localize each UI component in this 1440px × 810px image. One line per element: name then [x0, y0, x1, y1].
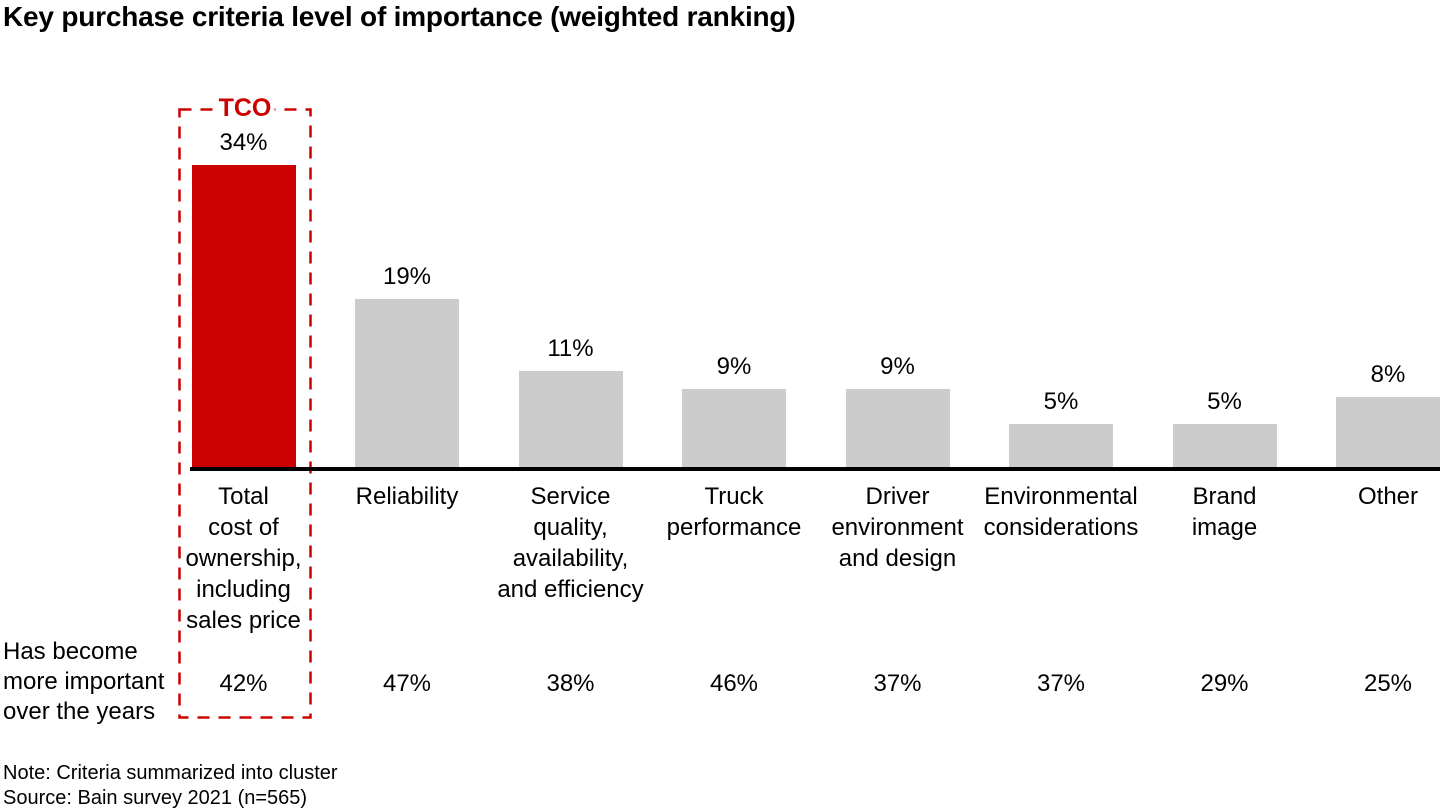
bar — [191, 165, 296, 469]
bar — [1336, 397, 1440, 469]
category-label: Truck performance — [666, 483, 802, 541]
more-important-value: 25% — [1363, 670, 1413, 697]
source-text: Source: Bain survey 2021 (n=565) — [3, 787, 308, 809]
bar-column: 5% Brand image 29% — [1135, 0, 1315, 810]
bar-column: 8% Other 25% — [1298, 0, 1440, 810]
bar — [682, 389, 786, 469]
bar-column: 34% Total cost of ownership, including s… — [154, 0, 334, 810]
chart-title: Key purchase criteria level of importanc… — [3, 1, 796, 32]
bar-value-label: 5% — [1207, 388, 1242, 415]
category-label: Reliability — [355, 483, 459, 510]
bar-column: 5% Environmental considerations 37% — [971, 0, 1151, 810]
row-label-more-important: Has become more important over the years — [3, 638, 165, 725]
bar — [845, 389, 950, 469]
bar — [518, 371, 623, 469]
tco-label: TCO — [215, 93, 275, 123]
tco-box: TCO — [178, 93, 312, 719]
category-label: Service quality, availability, and effic… — [497, 483, 644, 603]
category-label: Total cost of ownership, including sales… — [185, 483, 302, 634]
more-important-value: 38% — [546, 670, 595, 697]
category-label: Other — [1357, 483, 1419, 510]
bar-value-label: 8% — [1370, 361, 1406, 388]
more-important-value: 37% — [1036, 670, 1086, 697]
bar — [1172, 424, 1277, 469]
bar-value-label: 9% — [880, 353, 915, 380]
bar-column: 19% Reliability 47% — [317, 0, 497, 810]
category-label: Environmental considerations — [983, 483, 1139, 541]
bar — [355, 299, 459, 469]
bar — [1009, 424, 1113, 469]
more-important-value: 46% — [709, 670, 759, 697]
bar-value-label: 5% — [1043, 388, 1079, 415]
more-important-value: 37% — [873, 670, 922, 697]
axis-line — [190, 467, 1440, 471]
bar-value-label: 9% — [716, 353, 752, 380]
bar-value-label: 34% — [219, 129, 268, 156]
bar-column: 9% Driver environment and design 37% — [808, 0, 988, 810]
more-important-value: 29% — [1200, 670, 1249, 697]
category-label: Driver environment and design — [831, 483, 964, 572]
bar-column: 11% Service quality, availability, and e… — [481, 0, 661, 810]
bar-value-label: 19% — [382, 263, 432, 290]
bar-value-label: 11% — [547, 335, 594, 362]
category-label: Brand image — [1191, 483, 1258, 541]
note-text: Note: Criteria summarized into cluster — [3, 762, 338, 784]
more-important-value: 47% — [382, 670, 432, 697]
more-important-value: 42% — [219, 670, 268, 697]
bar-column: 9% Truck performance 46% — [644, 0, 824, 810]
